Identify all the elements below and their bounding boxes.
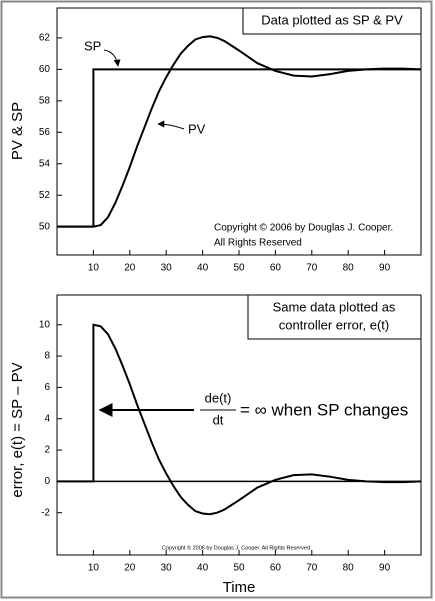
x-tick-label: 60 (270, 263, 282, 274)
x-tick-label: 50 (233, 263, 245, 274)
x-tick-label: 70 (306, 563, 318, 574)
x-tick-label: 40 (197, 563, 209, 574)
y-tick-label: 52 (39, 190, 51, 201)
line (57, 68, 421, 228)
arrow (103, 49, 121, 67)
x-tick-label: 30 (161, 263, 173, 274)
series-label: SP (84, 38, 101, 53)
x-tick-label: 60 (270, 563, 282, 574)
line (57, 323, 422, 516)
x-tick-label: 40 (197, 263, 209, 274)
x-tick-label: 80 (343, 263, 355, 274)
y-tick-label: 0 (44, 476, 50, 487)
x-tick-label: 10 (88, 263, 100, 274)
x-tick-label: 10 (88, 563, 100, 574)
y-axis-label: PV & SP (9, 102, 26, 160)
x-tick-label: 20 (124, 563, 136, 574)
y-tick-label: 62 (39, 33, 51, 44)
x-tick-label: 90 (379, 263, 391, 274)
annotation: de(t) (205, 390, 232, 405)
y-tick-label: -2 (41, 507, 50, 518)
x-tick-label: 70 (306, 263, 318, 274)
x-axis-label: Time (223, 579, 256, 596)
annotation: controller error, e(t) (279, 317, 390, 332)
y-tick-label: 54 (39, 158, 51, 169)
annotation: All Rights Reserved (214, 238, 302, 249)
y-tick-label: 6 (44, 382, 50, 393)
y-tick-label: 60 (39, 64, 51, 75)
y-tick-label: 58 (39, 95, 51, 106)
annotation: Same data plotted as (273, 299, 396, 314)
annotation-box (242, 7, 422, 35)
y-tick-label: 8 (44, 351, 50, 362)
x-tick-label: 30 (161, 563, 173, 574)
line (57, 35, 422, 228)
annotation: Copyright © 2006 by Douglas J. Cooper. A… (162, 544, 310, 551)
y-tick-label: 2 (44, 445, 50, 456)
annotation: Copyright © 2006 by Douglas J. Cooper. (214, 223, 393, 234)
annotation-box (247, 294, 422, 340)
x-tick-label: 50 (233, 563, 245, 574)
y-tick-label: 56 (39, 127, 51, 138)
annotation: dt (213, 412, 224, 427)
y-tick-label: 4 (44, 413, 50, 424)
annotation: Data plotted as SP & PV (261, 12, 403, 27)
arrow (157, 120, 185, 130)
series-label: PV (188, 121, 206, 136)
x-tick-label: 80 (343, 563, 355, 574)
y-tick-label: 10 (39, 319, 51, 330)
annotation: = ∞ when SP changes (240, 400, 408, 419)
x-tick-label: 90 (379, 563, 391, 574)
y-tick-label: 50 (39, 221, 51, 232)
y-axis-label: error, e(t) = SP – PV (9, 362, 26, 497)
x-tick-label: 20 (124, 263, 136, 274)
